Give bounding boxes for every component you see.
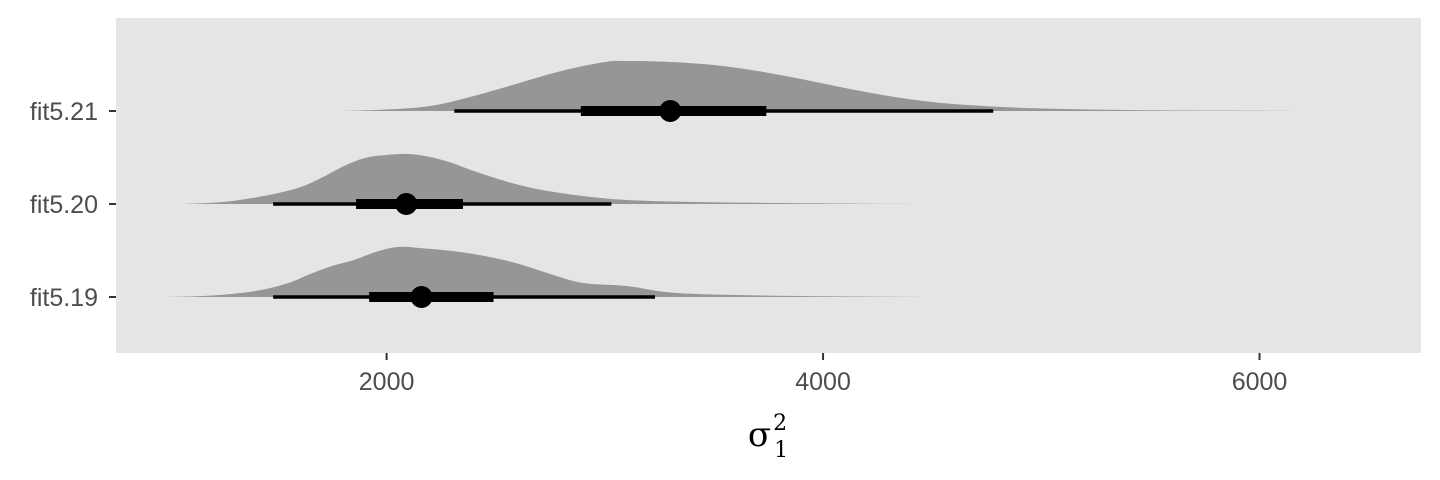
x-tick-label-4000: 4000 [795, 368, 851, 396]
point-fit5-20 [395, 193, 418, 215]
y-tick-label-fit5-20: fit5.20 [30, 191, 98, 219]
x-tick-label-6000: 6000 [1232, 368, 1288, 396]
density-fit5-19 [166, 246, 920, 297]
y-axis: fit5.21 fit5.20 fit5.19 [30, 98, 116, 312]
density-layer [166, 60, 1352, 297]
point-fit5-19 [410, 286, 433, 308]
density-fit5-20 [181, 153, 937, 204]
x-axis: 2000 4000 6000 [359, 353, 1288, 396]
x-axis-title-symbol: σ [748, 415, 771, 455]
interval-layer [273, 100, 994, 308]
y-tick-label-fit5-21: fit5.21 [30, 98, 98, 126]
point-fit5-21 [659, 100, 682, 122]
y-tick-label-fit5-19: fit5.19 [30, 284, 98, 312]
x-axis-title-superscript: 2 [773, 411, 787, 436]
density-fit5-21 [340, 60, 1352, 111]
x-axis-title-subscript: 1 [774, 438, 788, 463]
x-axis-title: σ2 1 [748, 411, 788, 463]
x-tick-label-2000: 2000 [359, 368, 415, 396]
